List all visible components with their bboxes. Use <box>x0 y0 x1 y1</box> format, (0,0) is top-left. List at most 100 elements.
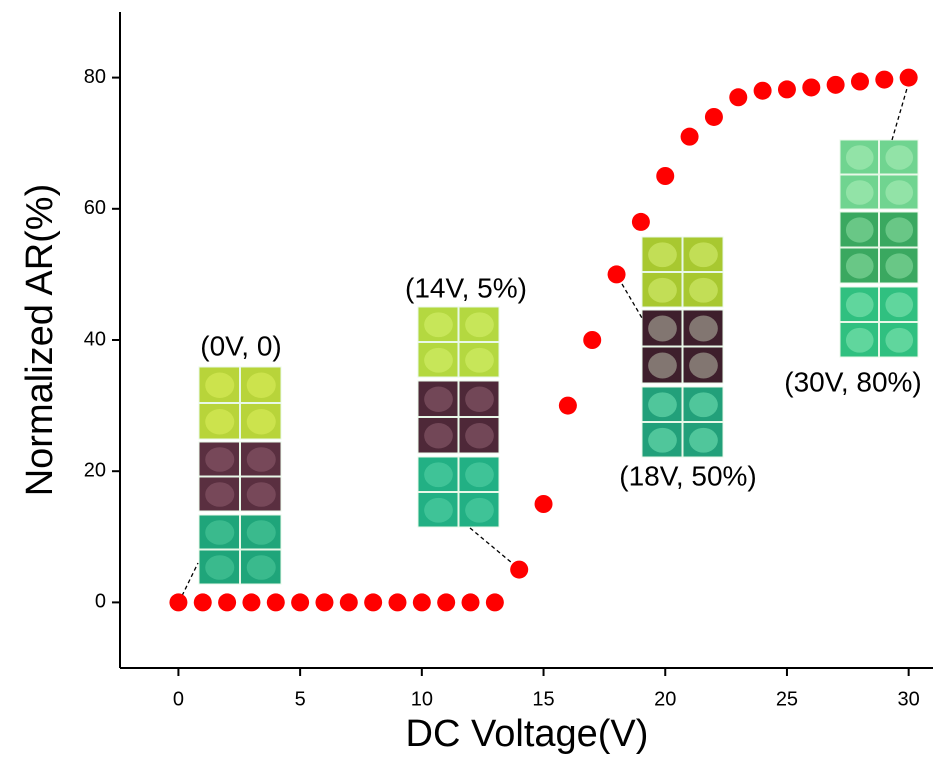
inset-highlight <box>246 447 276 472</box>
inset-highlight <box>648 427 677 453</box>
x-axis-title: DC Voltage(V) <box>406 713 649 755</box>
inset-highlight <box>648 352 677 379</box>
data-point <box>850 72 869 91</box>
inset-highlight <box>465 386 494 413</box>
inset-highlight <box>246 482 276 507</box>
data-point <box>266 593 285 612</box>
inset-highlight <box>885 217 914 243</box>
inset-highlight <box>465 497 494 523</box>
leader-line <box>469 527 519 569</box>
x-tick-label: 5 <box>295 688 306 710</box>
y-tick-label: 80 <box>84 66 106 88</box>
inset-highlight <box>205 447 235 472</box>
annotation: (0V, 0) <box>200 330 281 361</box>
inset-highlight <box>845 253 874 279</box>
inset-highlight <box>424 347 453 373</box>
inset-highlight <box>205 520 235 545</box>
data-point <box>826 75 845 94</box>
data-point <box>680 127 699 146</box>
inset-highlight <box>845 327 874 353</box>
data-point <box>242 593 261 612</box>
data-point <box>437 593 456 612</box>
inset-highlight <box>845 292 874 318</box>
data-point <box>510 560 529 579</box>
inset-highlight <box>885 253 914 279</box>
leader-line <box>891 84 909 141</box>
data-point <box>193 593 212 612</box>
x-tick-label: 10 <box>411 688 433 710</box>
data-point <box>388 593 407 612</box>
data-point <box>558 396 577 415</box>
data-point <box>583 331 602 349</box>
y-tick-label: 0 <box>95 591 106 613</box>
inset-highlight <box>689 242 718 268</box>
inset-highlight <box>424 422 453 449</box>
inset-highlight <box>246 372 276 399</box>
inset-highlight <box>689 277 718 303</box>
inset-highlight <box>424 312 453 338</box>
inset-highlight <box>885 180 914 205</box>
data-point <box>753 81 772 100</box>
inset-highlight <box>845 145 874 170</box>
data-point <box>631 212 650 231</box>
inset-highlight <box>246 408 276 435</box>
inset-highlight <box>648 315 677 342</box>
inset-highlight <box>648 277 677 303</box>
x-tick-label: 0 <box>173 688 184 710</box>
y-tick-label: 60 <box>84 197 106 219</box>
inset-highlight <box>205 482 235 507</box>
inset-highlight <box>246 520 276 545</box>
data-point <box>607 265 626 284</box>
data-point <box>485 593 504 612</box>
data-point <box>777 80 796 99</box>
y-axis-title: Normalized AR(%) <box>19 184 61 497</box>
inset-highlight <box>465 347 494 373</box>
annotation: (18V, 50%) <box>619 460 757 491</box>
inset-highlight <box>648 392 677 418</box>
data-point <box>218 593 237 612</box>
data-point <box>291 593 310 612</box>
data-point <box>899 68 918 87</box>
data-point <box>315 593 334 612</box>
inset-highlight <box>465 422 494 449</box>
data-point <box>169 593 188 612</box>
inset-highlight <box>205 408 235 435</box>
inset-highlight <box>885 292 914 318</box>
insets <box>198 139 919 585</box>
x-tick-label: 15 <box>532 688 554 710</box>
inset-highlight <box>465 462 494 488</box>
inset-highlight <box>845 217 874 243</box>
inset-highlight <box>689 315 718 342</box>
data-point <box>729 88 748 107</box>
leader-line <box>621 283 643 319</box>
annotation: (14V, 5%) <box>405 272 527 303</box>
x-tick-label: 20 <box>654 688 676 710</box>
inset-highlight <box>845 180 874 205</box>
data-point <box>704 107 723 126</box>
inset-highlight <box>205 555 235 580</box>
inset-highlight <box>465 312 494 338</box>
inset-highlight <box>424 386 453 413</box>
inset-highlight <box>689 352 718 379</box>
inset-highlight <box>424 497 453 523</box>
inset-highlight <box>689 427 718 453</box>
y-tick-label: 20 <box>84 459 106 481</box>
inset-highlight <box>885 327 914 353</box>
inset-highlight <box>246 555 276 580</box>
data-point <box>875 70 894 89</box>
data-point <box>534 495 553 513</box>
data-point <box>656 167 675 185</box>
y-tick-label: 40 <box>84 328 106 350</box>
inset-highlight <box>424 462 453 488</box>
data-point <box>802 78 821 97</box>
inset-highlight <box>885 145 914 170</box>
data-point <box>412 593 431 612</box>
data-point <box>339 593 358 612</box>
inset-highlight <box>205 372 235 399</box>
x-tick-label: 25 <box>776 688 798 710</box>
inset-highlight <box>648 242 677 268</box>
annotation: (30V, 80%) <box>784 366 922 397</box>
data-point <box>364 593 383 612</box>
